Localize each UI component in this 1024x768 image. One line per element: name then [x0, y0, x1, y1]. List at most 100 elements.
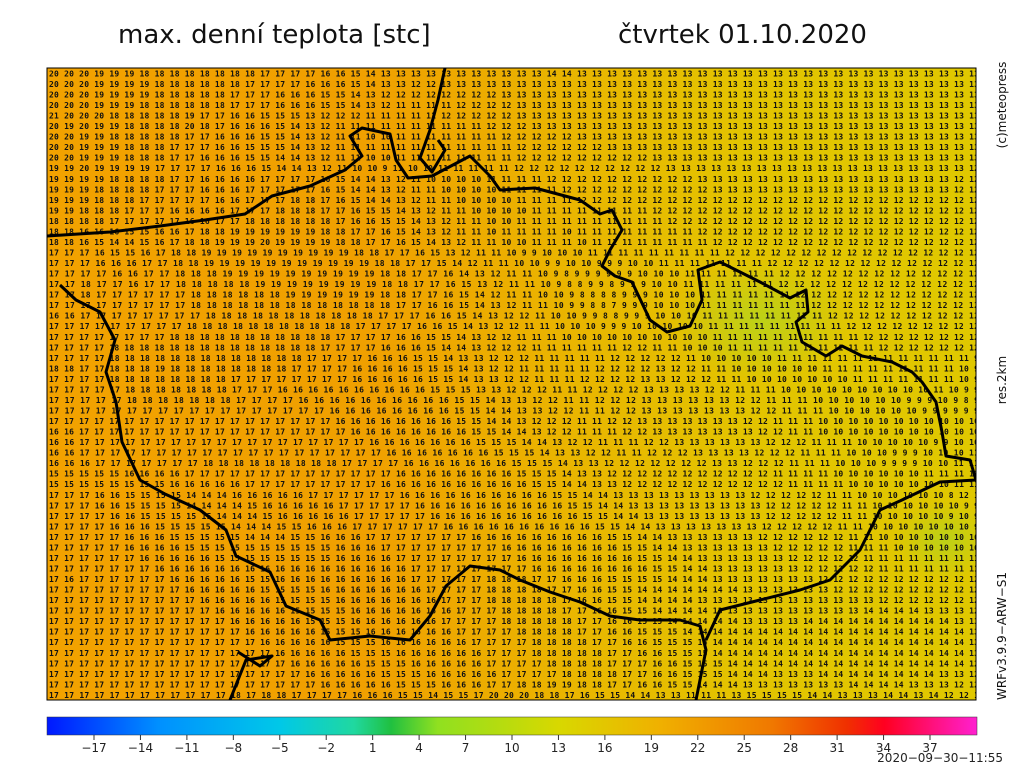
borders — [47, 68, 976, 700]
grid-row: 17 17 17 17 17 17 17 17 17 17 17 17 16 1… — [49, 617, 979, 626]
grid-row: 17 17 17 17 17 18 18 18 18 18 18 18 17 1… — [49, 385, 979, 394]
grid-row: 15 15 15 15 15 16 16 16 16 17 17 17 17 1… — [49, 470, 979, 479]
grid-row: 17 17 17 17 18 18 18 18 18 18 18 18 18 1… — [49, 354, 979, 363]
colorbar-tick-label: 4 — [415, 741, 423, 755]
grid-row: 19 19 19 18 18 18 17 17 17 17 17 16 16 1… — [49, 196, 979, 205]
grid-row: 18 18 16 16 16 15 15 16 16 17 18 18 19 1… — [49, 227, 979, 236]
grid-row: 17 17 17 17 17 17 16 16 16 16 16 15 15 1… — [49, 554, 979, 563]
grid-row: 17 17 17 16 16 15 15 15 15 14 14 14 16 1… — [49, 491, 979, 500]
grid-row: 20 20 20 19 19 19 19 18 18 18 18 18 17 1… — [49, 90, 979, 99]
grid-row: 16 16 17 17 17 17 17 17 17 17 17 17 17 1… — [49, 428, 979, 437]
grid-row: 17 17 17 17 16 16 16 15 15 15 15 15 14 1… — [49, 522, 979, 531]
grid-row: 17 17 17 17 17 17 17 17 17 16 16 16 16 1… — [49, 586, 979, 595]
colorbar-tick-label: 31 — [829, 741, 844, 755]
grid-row: 21 20 20 20 18 18 18 18 18 19 17 17 16 1… — [49, 112, 979, 121]
border — [418, 68, 447, 174]
grid-row: 18 18 16 15 14 14 15 16 17 18 18 19 19 1… — [49, 238, 979, 247]
colorbar-tick-label: 34 — [876, 741, 891, 755]
grid-row: 20 20 20 19 19 19 18 18 18 18 18 18 18 1… — [49, 69, 979, 78]
grid-row: 16 16 17 17 17 17 17 17 17 17 17 17 17 1… — [49, 438, 979, 447]
grid-row: 17 17 17 17 18 18 18 18 18 18 18 18 18 1… — [49, 343, 979, 352]
grid-row: 19 19 19 19 18 18 18 18 17 17 16 16 16 1… — [49, 175, 979, 184]
grid-row: 17 16 17 17 17 17 17 17 16 16 16 16 16 1… — [49, 575, 979, 584]
grid-row: 17 17 17 17 17 17 17 17 17 17 17 17 17 1… — [49, 680, 979, 689]
colorbar-tick-label: −8 — [224, 741, 242, 755]
grid-row: 17 17 17 16 16 16 17 17 18 18 19 19 19 1… — [49, 259, 979, 268]
grid-row: 17 17 17 17 17 18 18 18 18 18 18 18 17 1… — [49, 396, 979, 405]
colorbar-tick-label: 7 — [462, 741, 470, 755]
grid-row: 17 17 17 17 18 18 18 18 18 18 18 18 17 1… — [49, 375, 979, 384]
grid-row: 17 17 17 17 17 17 17 17 17 17 17 17 17 1… — [49, 649, 979, 658]
cool-area — [895, 500, 976, 580]
grid-row: 20 20 19 19 19 18 18 18 17 17 16 16 16 1… — [49, 154, 979, 163]
map-frame — [46, 67, 977, 701]
border — [58, 283, 708, 700]
grid-row: 17 17 17 17 17 17 17 17 17 17 17 17 17 1… — [49, 670, 979, 679]
colorbar-tick-label: 37 — [922, 741, 937, 755]
grid-row: 17 17 17 17 17 17 17 17 17 18 18 18 18 1… — [49, 301, 979, 310]
colorbar-tick-label: 28 — [783, 741, 798, 755]
value-grid: 20 20 20 19 19 19 18 18 18 18 18 18 18 1… — [49, 69, 979, 700]
grid-row: 17 17 17 16 16 15 15 15 15 14 14 14 14 1… — [49, 501, 979, 510]
colorbar-tick-label: 19 — [644, 741, 659, 755]
grid-row: 17 17 18 17 17 17 17 17 17 18 18 18 18 1… — [49, 291, 979, 300]
grid-row: 17 17 17 17 17 16 16 16 16 15 15 15 15 1… — [49, 543, 979, 552]
grid-row: 17 17 17 17 17 17 17 17 17 17 17 17 17 1… — [49, 417, 979, 426]
grid-row: 17 17 17 17 17 17 17 17 17 17 16 16 16 1… — [49, 596, 979, 605]
colorbar-ticks: −17 −14 −11 −8 −5 −2 1 4 7 10 13 16 19 22 25 28 31 34 37 — [81, 735, 938, 755]
grid-row: 17 17 17 17 17 17 17 17 17 17 17 17 18 1… — [49, 691, 979, 700]
colorbar-tick-label: 25 — [737, 741, 752, 755]
map-area: 20 20 20 19 19 19 18 18 18 18 18 18 18 1… — [47, 68, 979, 700]
title: max. denní teplota [stc] — [118, 20, 431, 50]
date: čtvrtek 01.10.2020 — [618, 20, 867, 50]
colorbar — [46, 716, 978, 736]
border — [431, 154, 976, 481]
colorbar-tick-label: 22 — [690, 741, 705, 755]
colorbar-tick-label: −2 — [317, 741, 335, 755]
grid-row: 17 17 17 16 15 15 16 17 18 18 19 19 19 1… — [49, 248, 979, 257]
grid-row: 17 17 17 17 16 16 17 17 18 18 18 19 19 1… — [49, 270, 979, 279]
colorbar-tick-label: −17 — [81, 741, 106, 755]
colorbar-tick-label: −11 — [174, 741, 199, 755]
border — [704, 478, 976, 641]
grid-row: 17 17 17 17 17 17 17 17 17 18 18 18 18 1… — [49, 322, 979, 331]
colorbar-tick-label: 16 — [597, 741, 612, 755]
resolution: res.2km — [995, 356, 1009, 404]
grid-row: 15 15 15 15 15 15 15 15 16 16 16 16 16 1… — [49, 480, 979, 489]
grid-row: 16 16 17 17 17 17 17 17 17 17 17 17 17 1… — [49, 449, 979, 458]
grid-row: 18 18 18 18 17 17 17 17 17 16 16 17 17 1… — [49, 217, 979, 226]
grid-row: 16 16 16 17 17 17 17 17 17 17 18 18 18 1… — [49, 459, 979, 468]
colorbar-tick-label: 10 — [504, 741, 519, 755]
colorbar-tick-label: 1 — [369, 741, 377, 755]
grid-row: 20 20 19 19 18 18 18 18 18 17 17 16 16 1… — [49, 133, 979, 142]
grid-row: 17 17 17 17 17 17 17 17 17 17 17 17 17 1… — [49, 638, 979, 647]
border — [47, 126, 433, 238]
grid-row: 19 19 18 18 18 17 17 17 16 16 16 16 17 1… — [49, 206, 979, 215]
grid-row: 17 17 17 17 17 16 16 16 15 15 15 15 15 1… — [49, 533, 979, 542]
map-background — [47, 68, 976, 700]
grid-row: 20 20 19 19 19 18 18 18 17 17 17 16 16 1… — [49, 143, 979, 152]
copyright: (c)meteopress — [995, 62, 1009, 149]
grid-row: 17 17 17 17 17 17 17 17 17 17 17 17 17 1… — [49, 659, 979, 668]
grid-row: 19 19 20 19 19 19 19 17 17 17 17 16 16 1… — [49, 164, 979, 173]
grid-row: 17 17 17 17 17 17 17 16 16 16 16 16 16 1… — [49, 564, 979, 573]
grid-row: 17 17 17 17 17 17 17 17 17 17 17 16 16 1… — [49, 607, 979, 616]
grid-row: 17 17 17 17 17 17 17 17 18 18 18 18 18 1… — [49, 333, 979, 342]
model: WRFv3.9.9−ARW−S1 — [995, 572, 1009, 700]
grid-row: 20 20 20 19 19 19 19 18 18 18 18 18 18 1… — [49, 80, 979, 89]
timestamp: 2020−09−30−11:55 — [877, 751, 1003, 765]
grid-row: 16 16 17 17 17 17 17 17 17 17 18 18 18 1… — [49, 312, 979, 321]
grid-row: 17 17 17 17 17 17 17 17 17 17 17 17 17 1… — [49, 628, 979, 637]
grid-row: 20 20 20 19 19 19 18 18 18 18 18 18 17 1… — [49, 101, 979, 110]
colorbar-tick-label: −14 — [128, 741, 153, 755]
colorbar-tick-label: 13 — [551, 741, 566, 755]
grid-row: 18 18 17 17 18 18 18 19 18 18 18 18 18 1… — [49, 364, 979, 373]
grid-row: 17 17 18 17 17 16 17 17 18 18 18 18 18 1… — [49, 280, 979, 289]
colorbar-tick-label: −5 — [271, 741, 289, 755]
grid-row: 17 17 17 17 17 17 17 17 17 17 17 17 17 1… — [49, 406, 979, 415]
grid-row: 17 17 17 17 16 16 15 15 15 15 15 14 14 1… — [49, 512, 979, 521]
grid-row: 20 19 20 19 19 18 18 18 18 20 18 17 16 1… — [49, 122, 979, 131]
border — [228, 650, 274, 700]
